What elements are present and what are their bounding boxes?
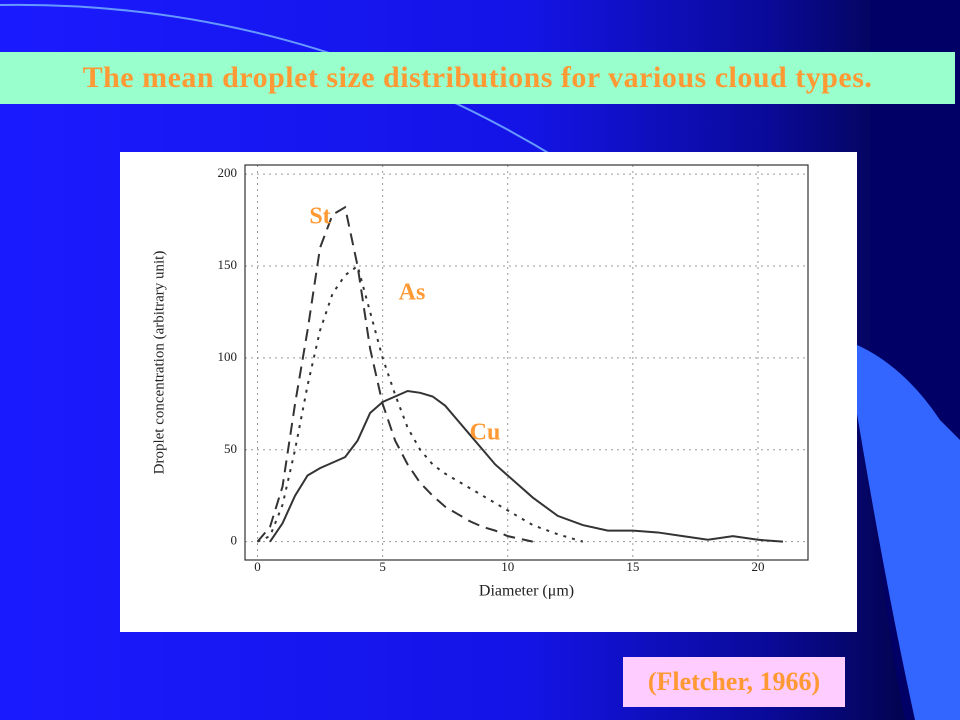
plot-frame [244,164,809,561]
y-tick-label: 200 [218,165,238,180]
citation: (Fletcher, 1966) [623,657,845,707]
series-line [269,389,784,543]
series-label: As [399,280,426,306]
y-tick-label: 0 [231,533,238,548]
chart-panel [120,152,857,632]
deco-light [845,340,960,720]
x-tick-label: 10 [501,559,514,574]
x-tick-label: 5 [379,559,386,574]
series-label: Cu [470,420,501,446]
series-label: St [309,204,330,230]
slide-title: The mean droplet size distributions for … [0,52,955,104]
y-tick-label: 150 [218,257,238,272]
deco-curve [0,3,561,161]
series-line [256,205,533,543]
x-tick-label: 15 [626,559,639,574]
x-tick-label: 20 [751,559,764,574]
x-axis-label: Diameter (μm) [479,583,574,600]
y-axis-label: Droplet concentration (arbitrary unit) [151,251,167,475]
x-tick-label: 0 [254,559,261,574]
y-tick-label: 50 [224,441,237,456]
y-tick-label: 100 [218,349,238,364]
